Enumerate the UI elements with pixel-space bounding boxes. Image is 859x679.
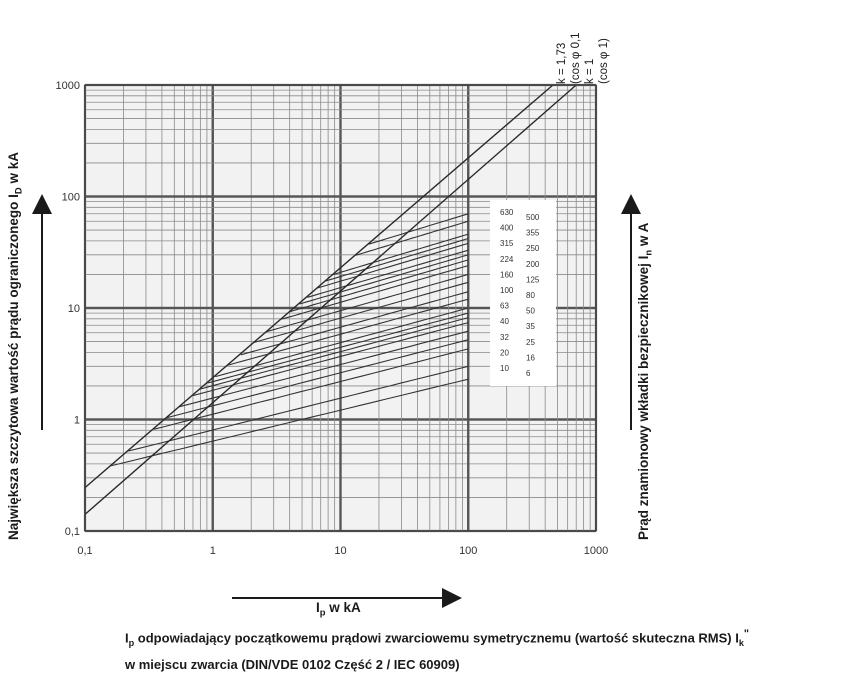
rating-left-315: 315 [500, 239, 514, 248]
rating-left-63: 63 [500, 302, 509, 311]
x-tick-label: 100 [459, 545, 477, 557]
rating-left-224: 224 [500, 255, 514, 264]
rating-right-6: 6 [526, 369, 531, 378]
fuse-curve-40 [207, 312, 469, 384]
y-tick-label: 1 [74, 415, 80, 427]
x-tick-label: 0,1 [77, 545, 92, 557]
fuse-curve-160 [281, 265, 469, 320]
fuse-curve-355 [325, 237, 469, 282]
y-axis-label-right: Prąd znamionowy wkładki bezpiecznikowej … [636, 120, 656, 540]
fuse-curve-10 [128, 365, 469, 452]
k-annotation-2: (cos φ 0,1 [570, 32, 582, 84]
fuse-curve-224 [299, 254, 469, 305]
y-tick-label: 100 [62, 192, 80, 204]
fuse-curve-200 [289, 259, 469, 313]
rating-right-355: 355 [526, 229, 540, 238]
ratings-label-box [490, 200, 556, 386]
y-label-left-prefix: Największa szczytowa wartość prądu ogran… [6, 194, 21, 540]
tick-labels: 0,1 1 10 100 1000 1000 100 10 1 0,1 [56, 80, 609, 557]
y-label-right-sub: n [643, 249, 655, 256]
rating-right-50: 50 [526, 307, 535, 316]
y-label-left-suffix: w kA [6, 152, 21, 188]
x-tick-label: 10 [334, 545, 346, 557]
rating-left-100: 100 [500, 286, 514, 295]
x-tick-label: 1 [210, 545, 216, 557]
fuse-curve-16 [153, 348, 469, 430]
k-annotation-3: k = 1 [584, 58, 596, 84]
fuse-curve-400 [332, 233, 469, 276]
rating-right-200: 200 [526, 260, 540, 269]
rating-left-20: 20 [500, 348, 509, 357]
caption-line-1: Ip odpowiadający początkowemu prądowi zw… [125, 628, 750, 648]
rating-left-160: 160 [500, 270, 514, 279]
rating-right-80: 80 [526, 291, 535, 300]
fuse-curve-630 [368, 213, 469, 245]
rating-right-25: 25 [526, 338, 535, 347]
fuse-curve-315 [317, 242, 469, 289]
rating-left-10: 10 [500, 364, 509, 373]
y-label-left-sub: D [13, 187, 25, 195]
rating-left-32: 32 [500, 333, 509, 342]
rating-right-16: 16 [526, 353, 535, 362]
rating-right-35: 35 [526, 322, 535, 331]
rating-left-630: 630 [500, 208, 514, 217]
k-annotation-1: k = 1,73 [556, 42, 568, 84]
rating-right-250: 250 [526, 244, 540, 253]
rating-left-40: 40 [500, 317, 509, 326]
rating-left-400: 400 [500, 224, 514, 233]
reference-line-k-1 [84, 84, 577, 515]
k-annotation-4: (cos φ 1) [598, 38, 610, 84]
x-axis-label: Ip w kA [316, 600, 361, 619]
y-tick-label: 10 [68, 303, 80, 315]
x-tick-label: 1000 [584, 545, 608, 557]
reference-lines [84, 84, 577, 515]
fuse-curve-100 [253, 281, 469, 344]
fuse-curve-250 [307, 249, 469, 298]
plot-frame [84, 84, 597, 532]
fuse-curve-35 [199, 317, 469, 390]
fuse-curve-20 [166, 339, 469, 419]
y-tick-label: 0,1 [65, 526, 80, 538]
caption-line-2: w miejscu zwarcia (DIN/VDE 0102 Część 2 … [125, 656, 460, 672]
curves [110, 213, 469, 467]
rating-right-500: 500 [526, 213, 540, 222]
fuse-curve-32 [192, 322, 469, 397]
fuse-curve-25 [179, 330, 469, 408]
ratings-labels: 630 400 315 224 160 100 63 40 32 20 10 500 355 250 200… [500, 208, 540, 378]
y-label-right-prefix: Prąd znamionowy wkładki bezpiecznikowej … [636, 255, 651, 540]
y-axis-label-left: Największa szczytowa wartość prądu ogran… [6, 40, 26, 540]
caption: Ip odpowiadający początkowemu prądowi zw… [125, 624, 749, 675]
fuse-curve-6 [110, 378, 469, 467]
y-label-right-suffix: w A [636, 222, 651, 250]
fuse-curve-50 [215, 307, 469, 378]
fuse-curve-125 [266, 273, 469, 333]
fuse-curve-500 [355, 220, 469, 256]
reference-line-k-1.73 [84, 84, 554, 489]
y-tick-label: 1000 [56, 80, 80, 92]
rating-right-125: 125 [526, 275, 540, 284]
